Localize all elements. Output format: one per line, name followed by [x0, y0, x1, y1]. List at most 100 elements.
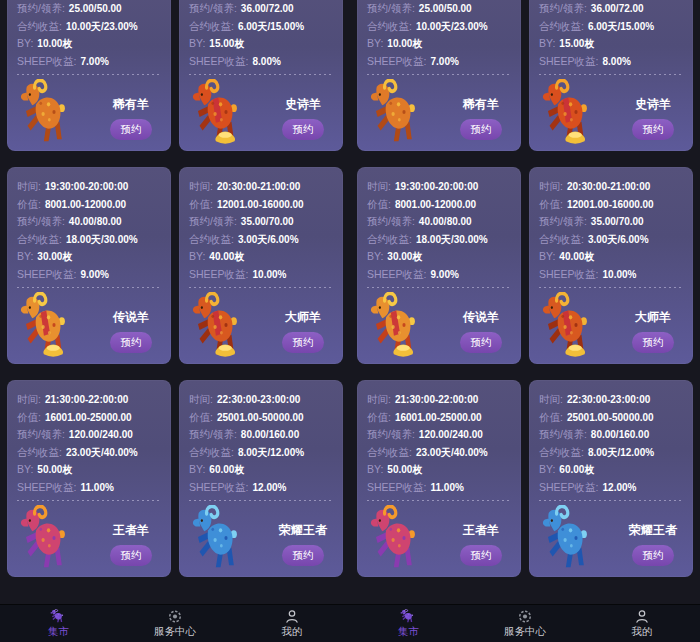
info-label: 价值: — [367, 411, 391, 423]
tab-service-center[interactable]: 服务中心 — [467, 605, 584, 642]
info-value: 8.00天/12.00% — [588, 447, 654, 458]
info-line: 合约收益:23.00天/40.00% — [17, 444, 161, 462]
info-line: BY:50.00枚 — [17, 461, 161, 479]
info-value: 50.00枚 — [387, 464, 422, 475]
info-label: 价值: — [189, 411, 213, 423]
tab-icon-wrap — [50, 609, 66, 624]
reserve-button[interactable]: 预约 — [110, 332, 152, 353]
info-value: 16001.00-25000.00 — [45, 412, 132, 423]
info-label: 时间: — [539, 180, 563, 192]
info-value: 10.00天/23.00% — [416, 21, 488, 32]
info-label: 预约/领养: — [367, 2, 415, 14]
info-line: SHEEP收益:11.00% — [367, 479, 511, 497]
info-value: 40.00枚 — [559, 251, 594, 262]
tab-label: 集市 — [398, 625, 419, 639]
info-value: 20:30:00-21:00:00 — [567, 181, 650, 192]
info-line: 合约收益:8.00天/12.00% — [189, 444, 333, 462]
tab-service-center[interactable]: 服务中心 — [117, 605, 234, 642]
reserve-button[interactable]: 预约 — [460, 332, 502, 353]
info-line: BY:30.00枚 — [17, 248, 161, 266]
tab-market[interactable]: 集市 — [0, 605, 117, 642]
info-label: BY: — [17, 37, 33, 49]
tab-profile[interactable]: 我的 — [583, 605, 700, 642]
info-value: 12001.00-16000.00 — [567, 199, 654, 210]
reserve-button[interactable]: 预约 — [282, 119, 324, 140]
cards-scroll-area[interactable]: 预约/领养:25.00/50.00合约收益:10.00天/23.00%BY:10… — [0, 0, 350, 604]
info-label: SHEEP收益: — [539, 268, 599, 280]
info-line: SHEEP收益: 9.00% — [367, 266, 511, 284]
info-label: 合约收益: — [367, 20, 412, 32]
info-line: 时间:21:30:00-22:00:00 — [17, 391, 161, 409]
info-value: 9.00% — [81, 269, 109, 280]
info-label: 时间: — [189, 180, 213, 192]
card-info-lines: 时间:19:30:00-20:00:00价值:8001.00-12000.00预… — [7, 167, 171, 283]
sheep-card: 时间:20:30:00-21:00:00价值:12001.00-16000.00… — [179, 167, 343, 364]
card-bottom: 传说羊预约 — [7, 288, 171, 364]
info-value: 35.00/70.00 — [591, 216, 644, 227]
info-line: 预约/领养:40.00/80.00 — [17, 213, 161, 231]
reserve-button[interactable]: 预约 — [632, 119, 674, 140]
info-label: SHEEP收益: — [17, 55, 77, 67]
info-label: SHEEP收益: — [367, 268, 427, 280]
info-value: 10.00% — [603, 269, 637, 280]
info-line: SHEEP收益:7.00% — [367, 53, 511, 71]
info-label: 预约/领养: — [539, 2, 587, 14]
info-value: 7.00% — [431, 56, 459, 67]
info-label: 时间: — [17, 393, 41, 405]
info-label: 预约/领养: — [539, 215, 587, 227]
card-info-lines: 预约/领养:25.00/50.00合约收益:10.00天/23.00%BY:10… — [357, 0, 521, 70]
info-label: 合约收益: — [189, 233, 234, 245]
info-label: SHEEP收益: — [189, 481, 249, 493]
card-right-column: 王者羊预约 — [99, 522, 163, 566]
reserve-button[interactable]: 预约 — [460, 545, 502, 566]
card-right-column: 史诗羊预约 — [271, 96, 335, 140]
info-value: 50.00枚 — [37, 464, 72, 475]
info-line: 预约/领养:35.00/70.00 — [189, 213, 333, 231]
info-value: 80.00/160.00 — [591, 429, 649, 440]
tab-label: 服务中心 — [504, 625, 546, 639]
info-line: BY:50.00枚 — [367, 461, 511, 479]
info-line: 时间:22:30:00-23:00:00 — [189, 391, 333, 409]
sheep-name: 荣耀王者 — [279, 522, 327, 539]
reserve-button[interactable]: 预约 — [110, 119, 152, 140]
reserve-button[interactable]: 预约 — [632, 332, 674, 353]
card-bottom: 大师羊预约 — [179, 288, 343, 364]
info-value: 22:30:00-23:00:00 — [567, 394, 650, 405]
card-right-column: 稀有羊预约 — [99, 96, 163, 140]
info-line: 时间:19:30:00-20:00:00 — [367, 178, 511, 196]
tab-profile[interactable]: 我的 — [233, 605, 350, 642]
info-value: 9.00% — [431, 269, 459, 280]
info-label: BY: — [189, 250, 205, 262]
info-line: 价值:25001.00-50000.00 — [539, 409, 683, 427]
tabbar: 集市服务中心我的 — [0, 604, 350, 642]
card-info-lines: 预约/领养:36.00/72.00合约收益:6.00天/15.00%BY:15.… — [529, 0, 693, 70]
info-line: BY:60.00枚 — [539, 461, 683, 479]
info-line: 预约/领养:36.00/72.00 — [189, 0, 333, 18]
info-value: 80.00/160.00 — [241, 429, 299, 440]
sheep-card: 时间:21:30:00-22:00:00价值:16001.00-25000.00… — [7, 380, 171, 577]
reserve-button[interactable]: 预约 — [632, 545, 674, 566]
reserve-button[interactable]: 预约 — [282, 545, 324, 566]
app-screen: 预约/领养:25.00/50.00合约收益:10.00天/23.00%BY:10… — [350, 0, 700, 642]
info-value: 10.00枚 — [387, 38, 422, 49]
sheep-name: 王者羊 — [113, 522, 149, 539]
reserve-button[interactable]: 预约 — [110, 545, 152, 566]
info-value: 60.00枚 — [209, 464, 244, 475]
sheep-image — [369, 505, 425, 575]
info-label: 时间: — [189, 393, 213, 405]
info-line: BY:10.00枚 — [367, 35, 511, 53]
info-label: 时间: — [367, 393, 391, 405]
info-line: 预约/领养:80.00/160.00 — [189, 426, 333, 444]
reserve-button[interactable]: 预约 — [460, 119, 502, 140]
epic-sheep-icon — [191, 79, 247, 149]
info-value: 25001.00-50000.00 — [217, 412, 304, 423]
info-line: 预约/领养: 35.00/70.00 — [539, 213, 683, 231]
tab-icon-wrap — [634, 609, 650, 624]
reserve-button[interactable]: 预约 — [282, 332, 324, 353]
cards-scroll-area[interactable]: 预约/领养:25.00/50.00合约收益:10.00天/23.00%BY:10… — [350, 0, 700, 604]
info-line: 合约收益:18.00天/30.00% — [17, 231, 161, 249]
tab-market[interactable]: 集市 — [350, 605, 467, 642]
king-sheep-icon — [369, 505, 425, 575]
card-bottom: 王者羊预约 — [7, 501, 171, 577]
info-line: 时间:21:30:00-22:00:00 — [367, 391, 511, 409]
